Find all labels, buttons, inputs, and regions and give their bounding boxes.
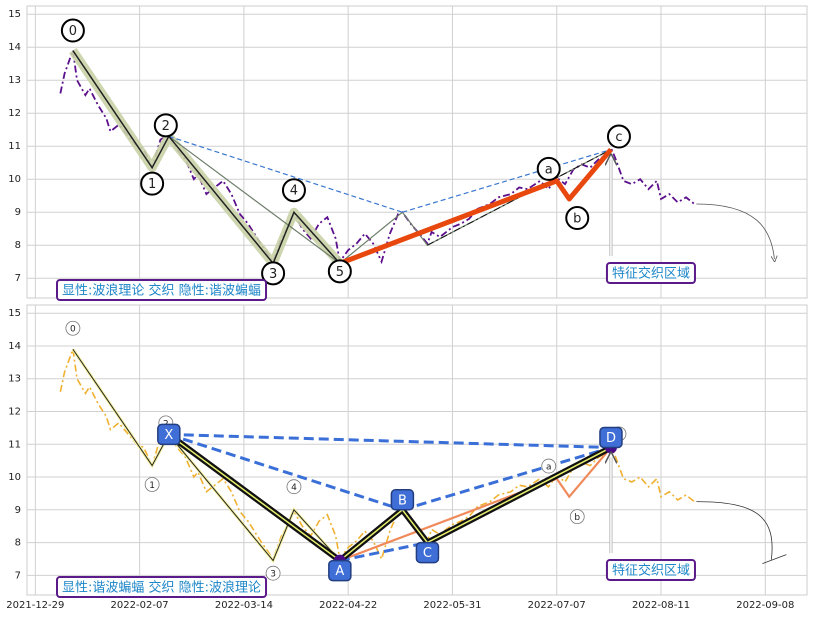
x-tick-label: 2022-09-08 xyxy=(736,600,794,611)
wave-label: 0 xyxy=(70,325,76,335)
wave-label-circle xyxy=(541,458,557,474)
x-tick-label: 2022-03-14 xyxy=(215,600,273,611)
wave-label-circle xyxy=(286,479,302,495)
wave-label: b xyxy=(574,513,580,523)
harmonic-label: A xyxy=(335,564,344,579)
annotation: 显性:波浪理论 交织 隐性:谐波蝙蝠 xyxy=(62,283,261,299)
wave-label: b xyxy=(573,212,581,227)
correction-line xyxy=(555,446,612,499)
zone-label: 特征交织区域 xyxy=(612,266,690,282)
y-tick-label: 7 xyxy=(15,570,21,581)
price-line xyxy=(59,50,695,265)
x-tick-label: 2022-02-07 xyxy=(111,600,169,611)
annotation-box xyxy=(56,576,268,598)
wave-label-circle xyxy=(265,565,281,581)
harmonic-label-box xyxy=(599,426,623,449)
y-tick-label: 7 xyxy=(15,273,21,284)
wave-label-circle xyxy=(140,171,165,196)
wave-label-circle xyxy=(569,509,585,525)
harmonic-label-box xyxy=(415,541,440,564)
wave-label-circle xyxy=(565,206,590,231)
y-tick-label: 10 xyxy=(8,174,21,185)
y-tick-label: 8 xyxy=(15,240,21,251)
wave-label: 0 xyxy=(69,24,77,39)
correction-line xyxy=(554,147,613,202)
wave-label: 4 xyxy=(290,184,298,199)
wave-label-circle xyxy=(327,259,352,284)
y-tick-label: 15 xyxy=(8,9,21,20)
annotation: 显性:谐波蝙蝠 交织 隐性:波浪理论 xyxy=(62,580,261,596)
harmonic-dash xyxy=(168,135,403,213)
x-tick-label: 2021-12-29 xyxy=(6,600,64,611)
wave-line xyxy=(72,50,341,265)
zone-label-box xyxy=(605,262,696,284)
harmonic-label-box xyxy=(157,423,181,446)
harmonic-dash xyxy=(402,148,612,213)
harmonic-dash xyxy=(427,149,612,246)
annotation-box xyxy=(56,279,268,301)
wave-label: 1 xyxy=(148,177,156,192)
y-tick-label: 12 xyxy=(8,406,21,417)
harmonic-label-box xyxy=(328,559,352,582)
wave-label: 5 xyxy=(336,265,344,280)
x-tick-label: 2022-07-07 xyxy=(528,600,586,611)
harmonic-dash xyxy=(168,433,403,512)
wave-label-circle xyxy=(606,124,631,149)
wave-label: 2 xyxy=(162,119,170,134)
wave-label: 3 xyxy=(269,267,277,282)
wave-label: 1 xyxy=(149,481,155,491)
wave-label: a xyxy=(545,162,553,177)
y-tick-label: 14 xyxy=(8,341,21,352)
x-tick-label: 2022-04-22 xyxy=(319,600,377,611)
y-tick-label: 13 xyxy=(8,75,21,86)
harmonic-label: B xyxy=(398,493,407,508)
harmonic-label: X xyxy=(164,428,173,443)
x-tick-label: 2022-05-31 xyxy=(423,600,481,611)
wave-label-circle xyxy=(261,261,286,286)
wave-label: 3 xyxy=(270,570,276,580)
y-tick-label: 9 xyxy=(15,505,21,516)
y-tick-label: 11 xyxy=(8,439,21,450)
y-tick-label: 9 xyxy=(15,207,21,218)
wave-label: a xyxy=(546,463,552,473)
projection-arrow xyxy=(696,203,774,259)
projection-end xyxy=(762,554,787,564)
harmonic-dash xyxy=(401,446,612,512)
y-tick-label: 13 xyxy=(8,374,21,385)
y-tick-label: 15 xyxy=(8,308,21,319)
zone-label-box xyxy=(605,559,696,581)
x-tick-label: 2022-08-11 xyxy=(632,600,690,611)
y-tick-label: 8 xyxy=(15,538,21,549)
wave-label: 4 xyxy=(291,483,297,493)
y-tick-label: 14 xyxy=(8,42,21,53)
harmonic-dash xyxy=(168,432,612,450)
y-tick-label: 11 xyxy=(8,141,21,152)
projection-arrow xyxy=(696,501,773,560)
wave-label-circle xyxy=(281,178,306,203)
harmonic-label: D xyxy=(606,431,616,446)
wave-label-circle xyxy=(144,477,160,492)
wave-label-circle xyxy=(60,18,85,43)
wave-label: c xyxy=(615,130,622,145)
wave-label-circle xyxy=(536,156,561,181)
y-tick-label: 12 xyxy=(8,108,21,119)
harmonic-label-box xyxy=(390,489,415,511)
harmonic-line xyxy=(168,135,612,265)
wave-label-circle xyxy=(153,113,178,138)
harmonic-label: C xyxy=(423,546,432,561)
zone-label: 特征交织区域 xyxy=(612,563,690,579)
wave-line xyxy=(72,348,341,562)
correction-line xyxy=(337,178,560,266)
wave-label-circle xyxy=(65,320,81,336)
y-tick-label: 10 xyxy=(8,472,21,483)
